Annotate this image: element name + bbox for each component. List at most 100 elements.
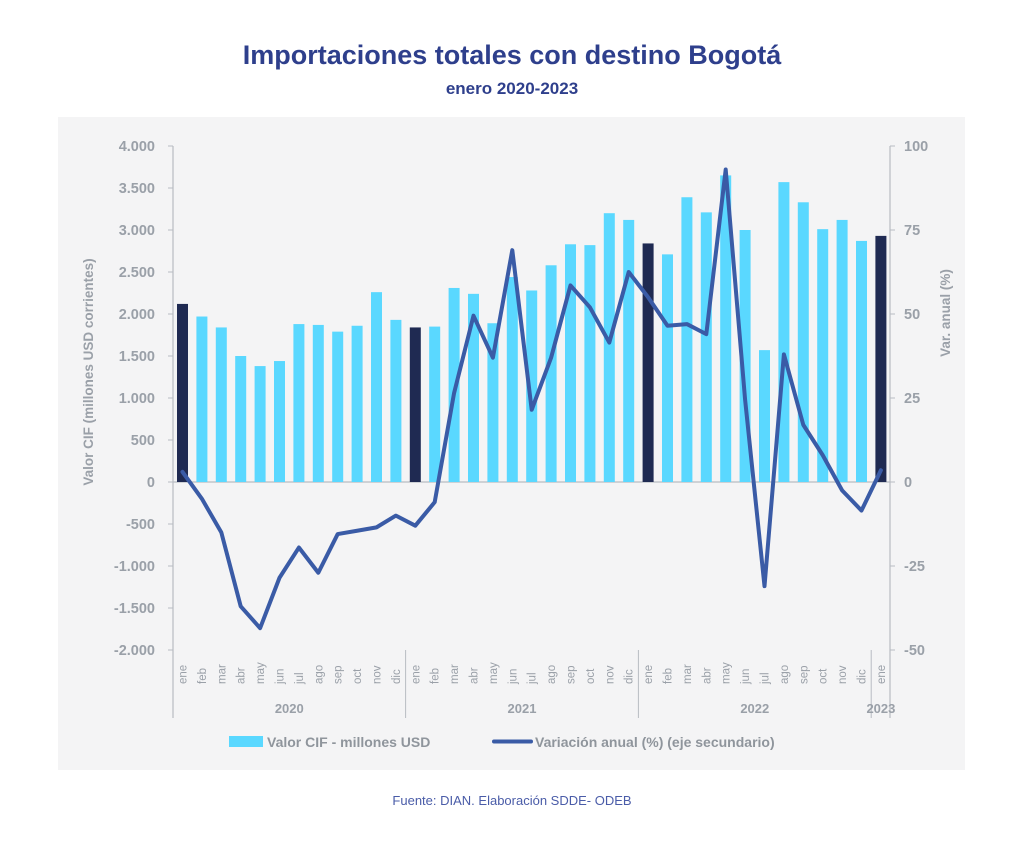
- x-month-label: sep: [333, 665, 345, 684]
- x-month-label: dic: [624, 669, 636, 684]
- primary-y-axis-title: Valor CIF (millones USD corrientes): [81, 258, 96, 485]
- x-month-label: abr: [701, 667, 713, 684]
- x-month-label: dic: [391, 669, 403, 684]
- x-month-label: nov: [837, 665, 849, 684]
- x-month-label: feb: [430, 668, 442, 684]
- y-tick-label: 2.500: [119, 265, 155, 281]
- y2-tick-label: 25: [904, 391, 920, 407]
- x-month-label: ene: [410, 665, 422, 684]
- y-tick-label: 2.000: [119, 307, 155, 323]
- bar: [545, 265, 557, 482]
- x-month-label: jul: [760, 672, 772, 685]
- x-month-label: may: [255, 662, 267, 684]
- bar: [584, 245, 596, 482]
- legend-line-label: Variación anual (%) (eje secundario): [535, 734, 775, 750]
- bar: [720, 175, 732, 482]
- x-month-label: ago: [313, 665, 325, 684]
- x-month-label: jun: [507, 669, 519, 685]
- bar: [487, 323, 499, 482]
- bar: [215, 327, 227, 482]
- x-month-label: oct: [352, 668, 364, 684]
- y-tick-label: 500: [131, 433, 155, 449]
- x-month-label: sep: [798, 665, 810, 684]
- bar: [565, 244, 576, 482]
- x-month-label: abr: [469, 667, 481, 684]
- bar: [778, 182, 790, 482]
- bar: [351, 325, 363, 482]
- x-month-label: mar: [682, 664, 694, 684]
- bar: [274, 361, 285, 482]
- bar-january: [409, 327, 421, 482]
- x-year-label: 2021: [508, 701, 537, 716]
- bar: [235, 356, 247, 482]
- bar: [681, 197, 693, 483]
- legend-bar-label: Valor CIF - millones USD: [267, 734, 430, 750]
- y2-tick-label: 0: [904, 475, 912, 491]
- x-month-label: sep: [566, 665, 578, 684]
- y-tick-label: -1.500: [114, 601, 155, 617]
- y-tick-label: 1.500: [119, 349, 155, 365]
- source-note: Fuente: DIAN. Elaboración SDDE- ODEB: [392, 793, 632, 808]
- x-month-label: may: [721, 662, 733, 684]
- bar: [196, 316, 208, 482]
- chart-title: Importaciones totales con destino Bogotá: [242, 40, 782, 70]
- bars-series: [177, 175, 887, 483]
- x-month-labels: ene feb mar abr may jun jul ago sep oct nov dic ene f…: [178, 662, 888, 685]
- x-month-label: mar: [449, 664, 461, 684]
- bar: [312, 324, 324, 482]
- x-month-label: jul: [527, 672, 539, 685]
- x-month-label: may: [488, 662, 500, 684]
- x-month-label: feb: [197, 668, 209, 684]
- x-month-label: dic: [857, 669, 869, 684]
- x-month-label: nov: [372, 665, 384, 684]
- bar: [390, 319, 402, 482]
- secondary-y-axis-title: Var. anual (%): [938, 269, 953, 357]
- chart-subtitle: enero 2020-2023: [445, 79, 579, 98]
- bar-january: [875, 235, 887, 482]
- legend-bar-swatch: [229, 736, 263, 747]
- bar: [662, 254, 673, 482]
- bar: [817, 229, 829, 482]
- bar: [293, 324, 305, 482]
- bar: [603, 213, 615, 482]
- y-tick-label: 4.000: [119, 139, 155, 155]
- bar-january: [642, 243, 654, 482]
- y2-tick-label: 75: [904, 223, 920, 239]
- bar: [371, 292, 382, 482]
- bar: [429, 326, 441, 482]
- x-year-label: 2022: [740, 701, 769, 716]
- x-month-label: feb: [663, 668, 675, 684]
- bar: [332, 331, 344, 482]
- bar: [526, 290, 538, 482]
- bar: [759, 350, 770, 482]
- y-tick-label: 0: [147, 475, 155, 491]
- y2-tick-label: -50: [904, 643, 925, 659]
- bar: [856, 240, 867, 482]
- bar-january: [177, 303, 188, 482]
- x-month-label: jun: [740, 669, 752, 685]
- y2-tick-label: 100: [904, 139, 928, 155]
- x-month-label: mar: [216, 664, 228, 684]
- x-month-label: jun: [275, 669, 287, 685]
- x-month-label: jul: [294, 672, 306, 685]
- bar: [254, 366, 266, 482]
- bar: [468, 293, 479, 482]
- secondary-y-ticks: 100 75 50 25 0 -25 -50: [890, 139, 928, 659]
- x-month-label: oct: [818, 668, 830, 684]
- legend: Valor CIF - millones USD Variación anual…: [229, 734, 775, 750]
- y-tick-label: -500: [126, 517, 155, 533]
- y-tick-label: -1.000: [114, 559, 155, 575]
- x-month-label: ago: [779, 665, 791, 684]
- bar: [623, 219, 635, 483]
- primary-y-ticks: 4.000 3.500 3.000 2.500 2.000 1.500 1.000 500 0 -…: [114, 139, 173, 659]
- x-month-label: ago: [546, 665, 558, 684]
- bar: [836, 219, 848, 483]
- y-tick-label: -2.000: [114, 643, 155, 659]
- y-tick-label: 3.000: [119, 223, 155, 239]
- y2-tick-label: -25: [904, 559, 925, 575]
- y2-tick-label: 50: [904, 307, 920, 323]
- x-month-label: ene: [643, 665, 655, 684]
- x-month-label: ene: [876, 665, 888, 684]
- x-year-labels: 2020 2021 2022 2023: [275, 650, 895, 718]
